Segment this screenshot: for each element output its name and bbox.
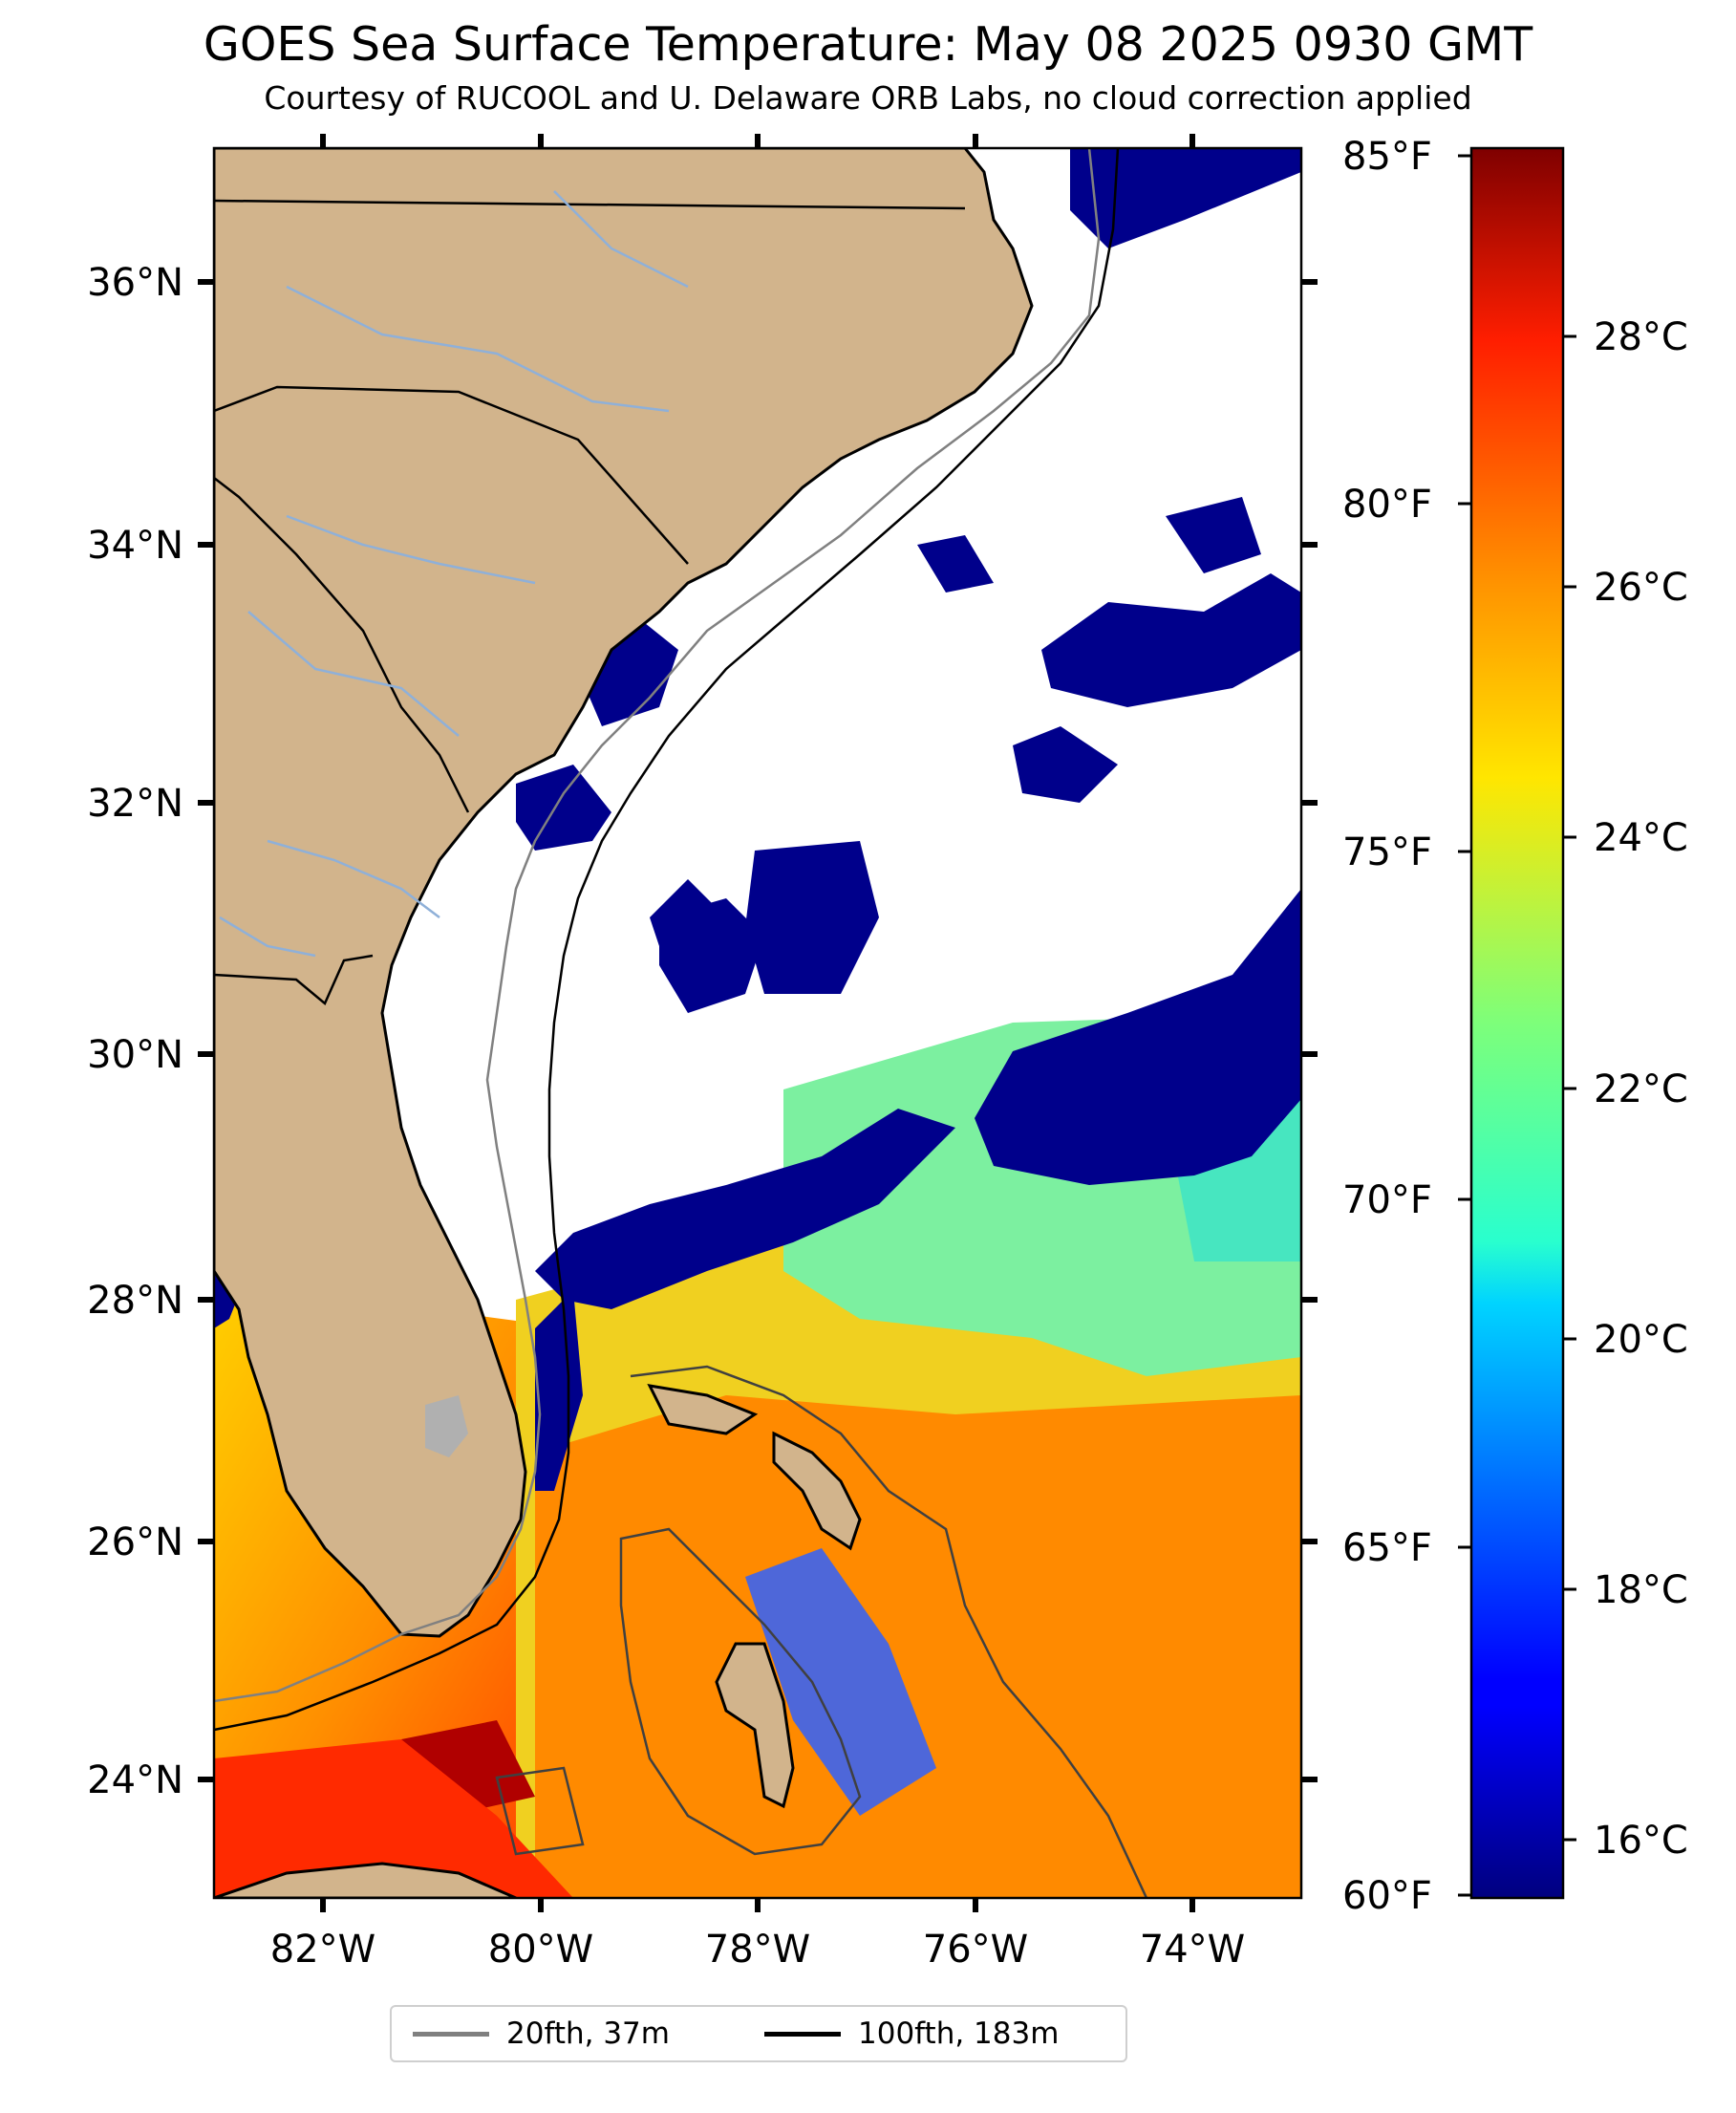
rivers: [219, 190, 689, 958]
map-subtitle: Courtesy of RUCOOL and U. Delaware ORB L…: [264, 79, 1472, 117]
sst-gulfstream-field: [535, 1395, 1301, 1898]
land-bahamas-abaco: [772, 1431, 862, 1551]
isobath-100fth: [214, 148, 1120, 1732]
lat-label-34n: 34°N: [87, 524, 183, 568]
sst-cold-bahamas-plume: [745, 1548, 936, 1816]
legend-label: 20fth, 37m: [506, 2016, 670, 2051]
lat-label-32n: 32°N: [87, 782, 183, 826]
colorbar: [1469, 146, 1565, 1900]
colorbar-f-label: 75°F: [1342, 830, 1432, 874]
land-bahamas-grand: [647, 1384, 759, 1435]
legend-label: 100fth, 183m: [858, 2016, 1060, 2051]
legend-item-20fth: 20fth, 37m: [413, 2007, 670, 2060]
colorbar-f-label: 70°F: [1342, 1178, 1432, 1222]
lat-label-26n: 26°N: [87, 1520, 183, 1564]
lon-label-82w: 82°W: [270, 1928, 375, 1972]
legend-item-100fth: 100fth, 183m: [764, 2007, 1059, 2060]
sst-red-south: [214, 1739, 573, 1898]
isobath-20fth: [214, 148, 1101, 1703]
lon-label-74w: 74°W: [1140, 1928, 1245, 1972]
colorbar-c-label: 22°C: [1594, 1067, 1688, 1111]
lat-label-30n: 30°N: [87, 1033, 183, 1077]
lon-label-78w: 78°W: [705, 1928, 810, 1972]
colorbar-c-label: 16°C: [1594, 1819, 1688, 1863]
colorbar-c-label: 18°C: [1594, 1568, 1688, 1612]
lon-label-76w: 76°W: [923, 1928, 1028, 1972]
colorbar-f-label: 65°F: [1342, 1526, 1432, 1570]
fahrenheit-ticks: [1458, 154, 1471, 1897]
colorbar-f-label: 60°F: [1342, 1874, 1432, 1918]
lat-label-24n: 24°N: [87, 1758, 183, 1802]
map-area: [214, 148, 1301, 1898]
lake-okeechobee: [425, 1395, 468, 1457]
lon-label-80w: 80°W: [488, 1928, 593, 1972]
land-cuba: [214, 1862, 517, 1898]
lat-label-36n: 36°N: [87, 261, 183, 305]
lon-ticks: [320, 134, 1195, 1912]
colorbar-f-label: 85°F: [1342, 135, 1432, 179]
celsius-ticks: [1563, 334, 1576, 1842]
isobath-legend: 20fth, 37m 100fth, 183m: [390, 2005, 1127, 2062]
lat-label-28n: 28°N: [87, 1279, 183, 1323]
lat-ticks: [198, 279, 1318, 1782]
land-mainland: [214, 148, 1034, 1638]
colorbar-c-label: 28°C: [1594, 315, 1688, 359]
colorbar-c-label: 20°C: [1594, 1318, 1688, 1362]
colorbar-c-label: 26°C: [1594, 566, 1688, 610]
state-borders: [214, 199, 966, 1006]
legend-swatch-gray: [413, 2031, 489, 2037]
colorbar-f-label: 80°F: [1342, 483, 1432, 527]
map-title: GOES Sea Surface Temperature: May 08 202…: [203, 17, 1533, 72]
legend-swatch-black: [764, 2031, 841, 2037]
land-bahamas-andros: [715, 1642, 795, 1809]
colorbar-c-label: 24°C: [1594, 816, 1688, 860]
bahamas-bank-contour: [495, 1365, 1148, 1898]
